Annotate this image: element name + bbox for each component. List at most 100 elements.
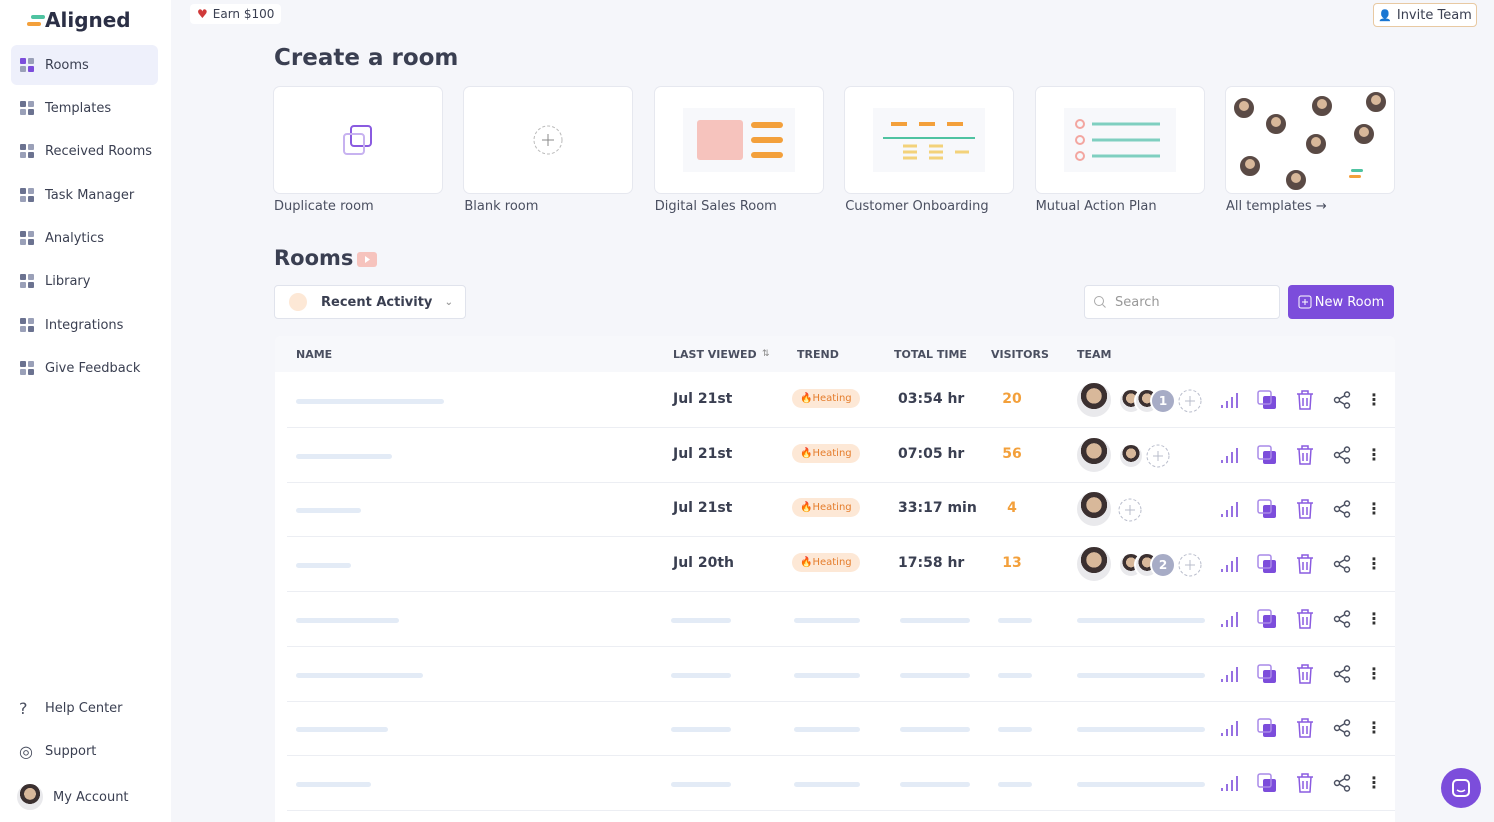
analytics-action[interactable] (1220, 664, 1238, 684)
nav-label: Support (45, 743, 97, 759)
filter-dropdown[interactable]: Recent Activity ⌄ (274, 285, 466, 319)
duplicate-action[interactable] (1257, 773, 1277, 793)
duplicate-action[interactable] (1257, 445, 1277, 465)
analytics-action[interactable] (1220, 609, 1238, 629)
table-header (275, 336, 1395, 372)
nav-label: Rooms (45, 57, 89, 73)
chat-button[interactable] (1441, 768, 1481, 808)
template-card[interactable] (1035, 87, 1204, 193)
delete-action[interactable] (1296, 390, 1314, 410)
template-card[interactable] (845, 87, 1014, 193)
delete-action[interactable] (1296, 664, 1314, 684)
cell-placeholder (900, 618, 970, 623)
duplicate-action[interactable] (1257, 664, 1277, 684)
template-card[interactable] (464, 87, 633, 193)
cell-placeholder (900, 782, 970, 787)
cell-placeholder (1077, 782, 1205, 787)
more-action[interactable]: ⋮ (1366, 499, 1382, 518)
row-divider (287, 701, 1395, 702)
more-action[interactable]: ⋮ (1366, 390, 1382, 409)
cell-placeholder (794, 618, 860, 623)
nav-item[interactable]: Integrations (11, 305, 158, 345)
video-icon[interactable] (357, 252, 377, 267)
nav-icon (20, 188, 34, 202)
template-card[interactable] (274, 87, 442, 193)
share-action[interactable] (1333, 665, 1351, 683)
analytics-action[interactable] (1220, 718, 1238, 738)
duplicate-action[interactable] (1257, 554, 1277, 574)
add-member[interactable] (1178, 553, 1202, 577)
visitors: 4 (1007, 500, 1017, 516)
filter-icon (289, 293, 307, 311)
share-action[interactable] (1333, 774, 1351, 792)
promo-badge[interactable]: ♥ Earn $100 (190, 4, 282, 24)
nav-item[interactable]: Give Feedback (11, 348, 158, 388)
share-action[interactable] (1333, 391, 1351, 409)
owner-avatar (1075, 490, 1113, 528)
share-action[interactable] (1333, 719, 1351, 737)
column-header: TREND (797, 348, 839, 361)
more-action[interactable]: ⋮ (1366, 718, 1382, 737)
add-member[interactable] (1118, 498, 1142, 522)
share-action[interactable] (1333, 500, 1351, 518)
more-action[interactable]: ⋮ (1366, 554, 1382, 573)
onboarding-thumb (873, 108, 986, 172)
nav-footer-item[interactable]: My Account (11, 777, 158, 817)
more-action[interactable]: ⋮ (1366, 445, 1382, 464)
more-action[interactable]: ⋮ (1366, 609, 1382, 628)
card-label-text: Blank room (464, 199, 539, 214)
search-input[interactable]: Search (1084, 285, 1280, 319)
nav-footer-item[interactable]: ◎ Support (11, 731, 158, 771)
delete-action[interactable] (1296, 718, 1314, 738)
cell-placeholder (1077, 618, 1205, 623)
brand-logo[interactable]: Aligned (27, 8, 131, 32)
total-time: 33:17 min (898, 500, 977, 516)
delete-action[interactable] (1296, 499, 1314, 519)
logo-mark (27, 15, 45, 26)
duplicate-action[interactable] (1257, 499, 1277, 519)
row-divider (287, 755, 1395, 756)
nav-item[interactable]: Analytics (11, 218, 158, 258)
row-divider (287, 482, 1395, 483)
analytics-action[interactable] (1220, 499, 1238, 519)
new-room-button[interactable]: New Room (1288, 285, 1394, 319)
delete-action[interactable] (1296, 554, 1314, 574)
delete-action[interactable] (1296, 445, 1314, 465)
add-member[interactable] (1146, 444, 1170, 468)
template-card[interactable] (654, 87, 823, 193)
analytics-action[interactable] (1220, 390, 1238, 410)
more-action[interactable]: ⋮ (1366, 664, 1382, 683)
analytics-action[interactable] (1220, 445, 1238, 465)
duplicate-action[interactable] (1257, 609, 1277, 629)
invite-button[interactable]: 👤 Invite Team (1373, 3, 1477, 27)
total-time: 03:54 hr (898, 391, 965, 407)
analytics-action[interactable] (1220, 554, 1238, 574)
name-placeholder (296, 454, 392, 459)
card-label: All templates → (1226, 199, 1327, 214)
trend-pill: 🔥Heating (792, 444, 860, 463)
duplicate-action[interactable] (1257, 390, 1277, 410)
template-card[interactable] (1226, 87, 1394, 193)
nav-item[interactable]: Received Rooms (11, 131, 158, 171)
new-room-text: New Room (1314, 294, 1385, 310)
analytics-action[interactable] (1220, 773, 1238, 793)
nav-item[interactable]: Library (11, 261, 158, 301)
nav-item[interactable]: Task Manager (11, 175, 158, 215)
column-header[interactable]: LAST VIEWED (673, 348, 757, 361)
share-action[interactable] (1333, 555, 1351, 573)
nav-item[interactable]: Rooms (11, 45, 158, 85)
delete-action[interactable] (1296, 609, 1314, 629)
sort-icon[interactable]: ⇅ (762, 349, 770, 359)
templates-collage (1232, 90, 1388, 190)
share-action[interactable] (1333, 446, 1351, 464)
delete-action[interactable] (1296, 773, 1314, 793)
name-placeholder (296, 727, 388, 732)
nav-item[interactable]: Templates (11, 88, 158, 128)
share-action[interactable] (1333, 610, 1351, 628)
add-member[interactable] (1178, 389, 1202, 413)
duplicate-action[interactable] (1257, 718, 1277, 738)
nav-footer-item[interactable]: ? Help Center (11, 688, 158, 728)
more-action[interactable]: ⋮ (1366, 773, 1382, 792)
owner-avatar (1075, 436, 1113, 474)
last-viewed: Jul 21st (673, 500, 733, 516)
